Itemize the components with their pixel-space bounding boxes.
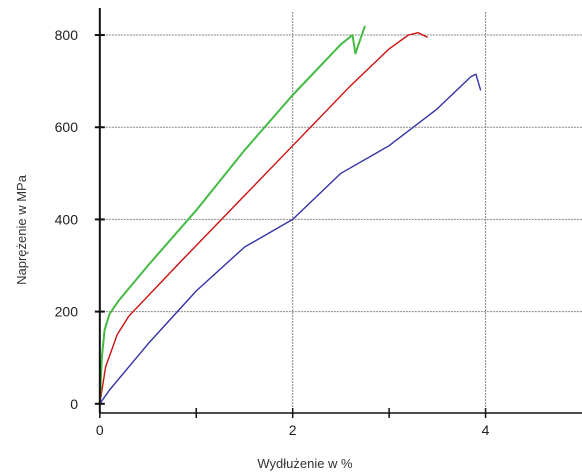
- x-tick-label: 0: [96, 422, 104, 438]
- x-tick-label: 4: [482, 422, 490, 438]
- y-tick-label: 600: [55, 119, 79, 135]
- y-tick-label: 800: [55, 27, 79, 43]
- x-axis-title: Wydłużenie w %: [257, 456, 353, 471]
- tick-labels: 0 200 400 600 800 0 2 4: [55, 27, 490, 438]
- series-line: [98, 25, 366, 404]
- series-line: [99, 73, 482, 405]
- x-tick-label: 2: [289, 422, 297, 438]
- data-series: [98, 25, 482, 405]
- y-tick-label: 400: [55, 211, 79, 227]
- grid: [99, 12, 582, 413]
- y-tick-label: 0: [70, 396, 78, 412]
- axes: [94, 8, 582, 418]
- y-tick-label: 200: [55, 304, 79, 320]
- y-axis-title: Naprężenie w MPa: [14, 174, 29, 285]
- series-line: [99, 32, 429, 404]
